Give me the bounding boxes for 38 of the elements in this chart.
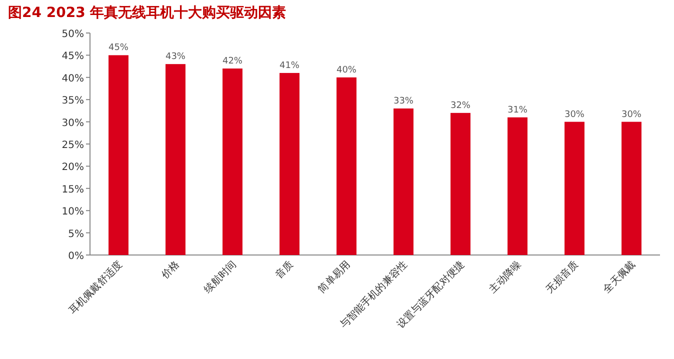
y-tick-label: 10%: [62, 206, 84, 218]
x-tick-label: 价格: [158, 258, 182, 282]
x-tick-label: 简单易用: [316, 258, 353, 296]
bar: [108, 55, 128, 255]
data-label: 42%: [222, 56, 243, 67]
bar: [222, 68, 242, 255]
y-tick-label: 5%: [68, 228, 84, 240]
y-tick-label: 15%: [62, 184, 84, 196]
data-label: 30%: [564, 110, 585, 120]
data-label: 41%: [279, 60, 300, 71]
bar: [280, 72, 300, 255]
x-tick-label: 续航时间: [202, 258, 239, 296]
chart-title: 图24 2023 年真无线耳机十大购买驱动因素: [8, 5, 286, 21]
data-label: 30%: [621, 110, 642, 120]
y-tick-label: 35%: [62, 96, 84, 107]
bar: [336, 77, 356, 255]
x-tick-label: 无损音质: [544, 258, 581, 296]
y-tick-label: 25%: [62, 140, 84, 151]
x-tick-label: 全天佩戴: [600, 258, 638, 296]
bar: [622, 122, 642, 255]
y-tick-label: 20%: [62, 162, 84, 174]
data-label: 40%: [336, 65, 357, 76]
bar: [166, 64, 186, 255]
y-tick-label: 40%: [62, 73, 84, 84]
bar: [508, 117, 528, 255]
y-tick-label: 50%: [62, 29, 84, 40]
data-label: 33%: [393, 96, 414, 106]
x-tick-label: 主动降噪: [486, 258, 524, 296]
data-label: 43%: [165, 52, 186, 62]
data-label: 45%: [108, 43, 129, 54]
data-label: 31%: [507, 105, 528, 116]
bar: [450, 112, 470, 255]
x-tick-label: 音质: [272, 258, 296, 282]
bar: [564, 122, 584, 255]
y-tick-label: 45%: [62, 51, 84, 62]
data-label: 32%: [450, 100, 471, 111]
bar: [394, 108, 414, 255]
y-tick-label: 30%: [62, 118, 84, 129]
